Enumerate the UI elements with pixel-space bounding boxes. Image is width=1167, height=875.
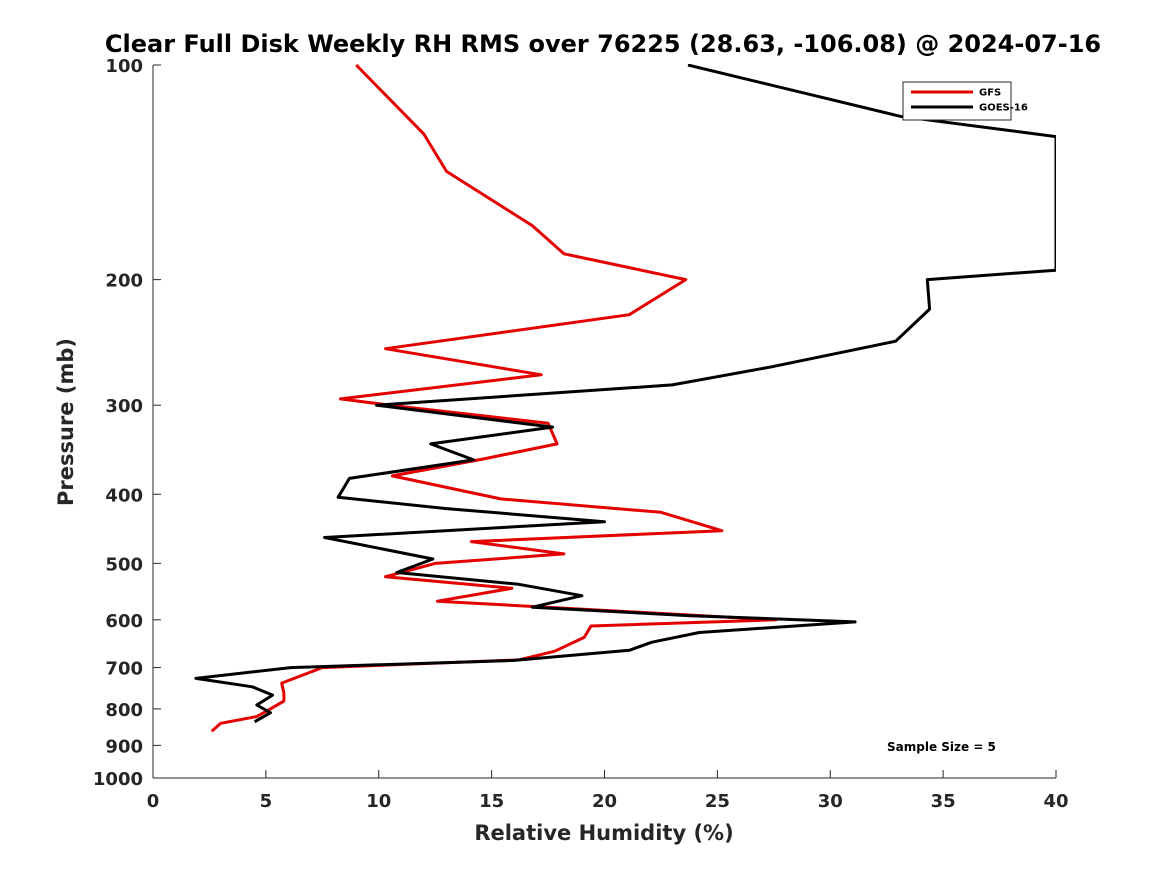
- legend-label: GOES-16: [979, 103, 1028, 114]
- legend-box: [902, 81, 1012, 121]
- y-tick-label: 900: [105, 736, 143, 757]
- x-tick-label: 40: [1043, 791, 1068, 812]
- x-tick-label: 35: [931, 791, 956, 812]
- series-line-goes-16: [194, 64, 1056, 724]
- y-tick-label: 100: [105, 56, 143, 77]
- y-tick-label: 600: [105, 611, 143, 632]
- x-tick-label: 20: [592, 791, 617, 812]
- x-axis-label: Relative Humidity (%): [474, 821, 733, 845]
- series-line-gfs: [210, 64, 778, 733]
- x-tick-label: 30: [818, 791, 843, 812]
- chart-title: Clear Full Disk Weekly RH RMS over 76225…: [105, 30, 1101, 58]
- y-tick-label: 700: [105, 659, 143, 680]
- x-tick-label: 10: [366, 791, 391, 812]
- x-tick-label: 15: [479, 791, 504, 812]
- series-layer: [194, 64, 1056, 733]
- y-axis-label: Pressure (mb): [54, 338, 78, 506]
- y-tick-label: 300: [105, 396, 143, 417]
- y-tick-label: 200: [105, 271, 143, 292]
- y-tick-label: 500: [105, 554, 143, 575]
- y-tick-label: 400: [105, 485, 143, 506]
- x-tick-label: 5: [260, 791, 273, 812]
- legend: GFS GOES-16: [902, 81, 1028, 121]
- axes: 0 5 10 15 20 25 30 35 40 100 200 300 400 500 600 700 800…: [93, 56, 1069, 812]
- y-tick-label: 800: [105, 700, 143, 721]
- sample-size-annotation: Sample Size = 5: [887, 740, 996, 754]
- legend-label: GFS: [979, 88, 1001, 99]
- y-tick-label: 1000: [93, 769, 143, 790]
- x-tick-label: 0: [147, 791, 160, 812]
- x-tick-label: 25: [705, 791, 730, 812]
